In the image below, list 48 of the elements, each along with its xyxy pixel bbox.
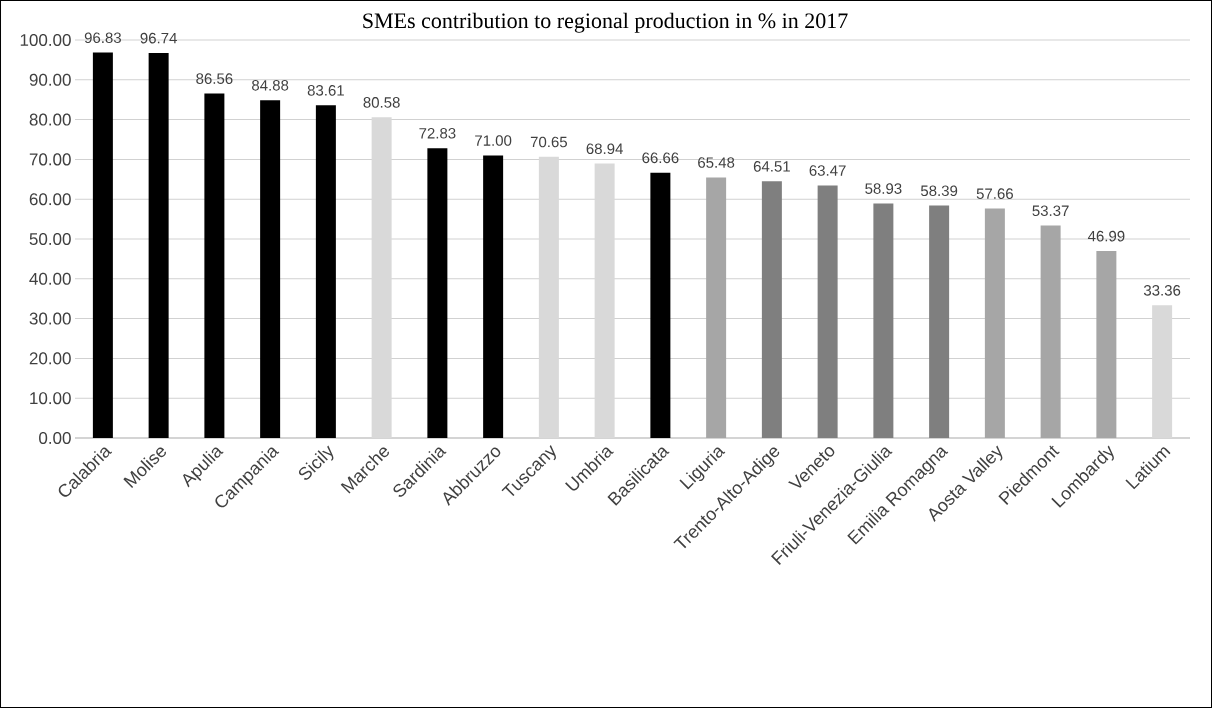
data-label: 66.66 <box>642 152 679 164</box>
bar <box>929 205 950 438</box>
chart-title: SMEs contribution to regional production in % in 2017 <box>363 12 848 33</box>
bar <box>204 93 225 438</box>
y-tick-label: 60.00 <box>29 193 71 206</box>
data-label: 65.48 <box>698 157 735 168</box>
bar <box>1096 250 1117 438</box>
data-label: 80.58 <box>363 97 400 108</box>
y-tick-label: 20.00 <box>29 352 71 365</box>
data-label: 33.36 <box>1143 285 1181 296</box>
data-label: 53.37 <box>1032 205 1069 217</box>
bar <box>1040 225 1061 438</box>
data-label: 70.65 <box>530 136 568 148</box>
y-tick-label: 50.00 <box>29 232 71 246</box>
y-tick-label: 40.00 <box>29 272 71 285</box>
bar <box>148 52 169 438</box>
data-label: 64.51 <box>753 161 790 172</box>
data-label: 96.83 <box>84 32 121 44</box>
bar <box>761 181 782 438</box>
bar <box>92 52 113 438</box>
y-tick-label: 0.00 <box>39 431 71 445</box>
bar <box>984 208 1005 438</box>
bar <box>817 185 838 438</box>
data-label: 58.93 <box>865 183 902 194</box>
data-label: 63.47 <box>809 165 846 176</box>
bar <box>873 203 894 438</box>
y-tick-label: 30.00 <box>29 312 71 325</box>
y-tick-label: 90.00 <box>29 73 71 86</box>
bar <box>650 172 671 438</box>
bar <box>315 105 336 438</box>
bar <box>483 155 504 438</box>
y-tick-label: 80.00 <box>29 113 71 126</box>
data-label: 71.00 <box>475 135 512 146</box>
bar <box>260 100 281 438</box>
data-label: 58.39 <box>920 185 958 197</box>
data-label: 83.61 <box>307 85 344 96</box>
bar <box>706 177 727 438</box>
data-label: 96.74 <box>140 32 177 44</box>
data-label: 46.99 <box>1087 230 1125 242</box>
data-label: 72.83 <box>419 127 456 139</box>
data-label: 68.94 <box>586 143 623 155</box>
data-label: 84.88 <box>252 80 289 91</box>
bar <box>427 148 448 438</box>
y-tick-label: 70.00 <box>29 153 71 166</box>
y-tick-label: 100.00 <box>20 33 71 47</box>
y-tick-label: 10.00 <box>30 392 71 405</box>
data-label: 57.66 <box>976 188 1013 199</box>
data-label: 86.56 <box>196 73 233 84</box>
